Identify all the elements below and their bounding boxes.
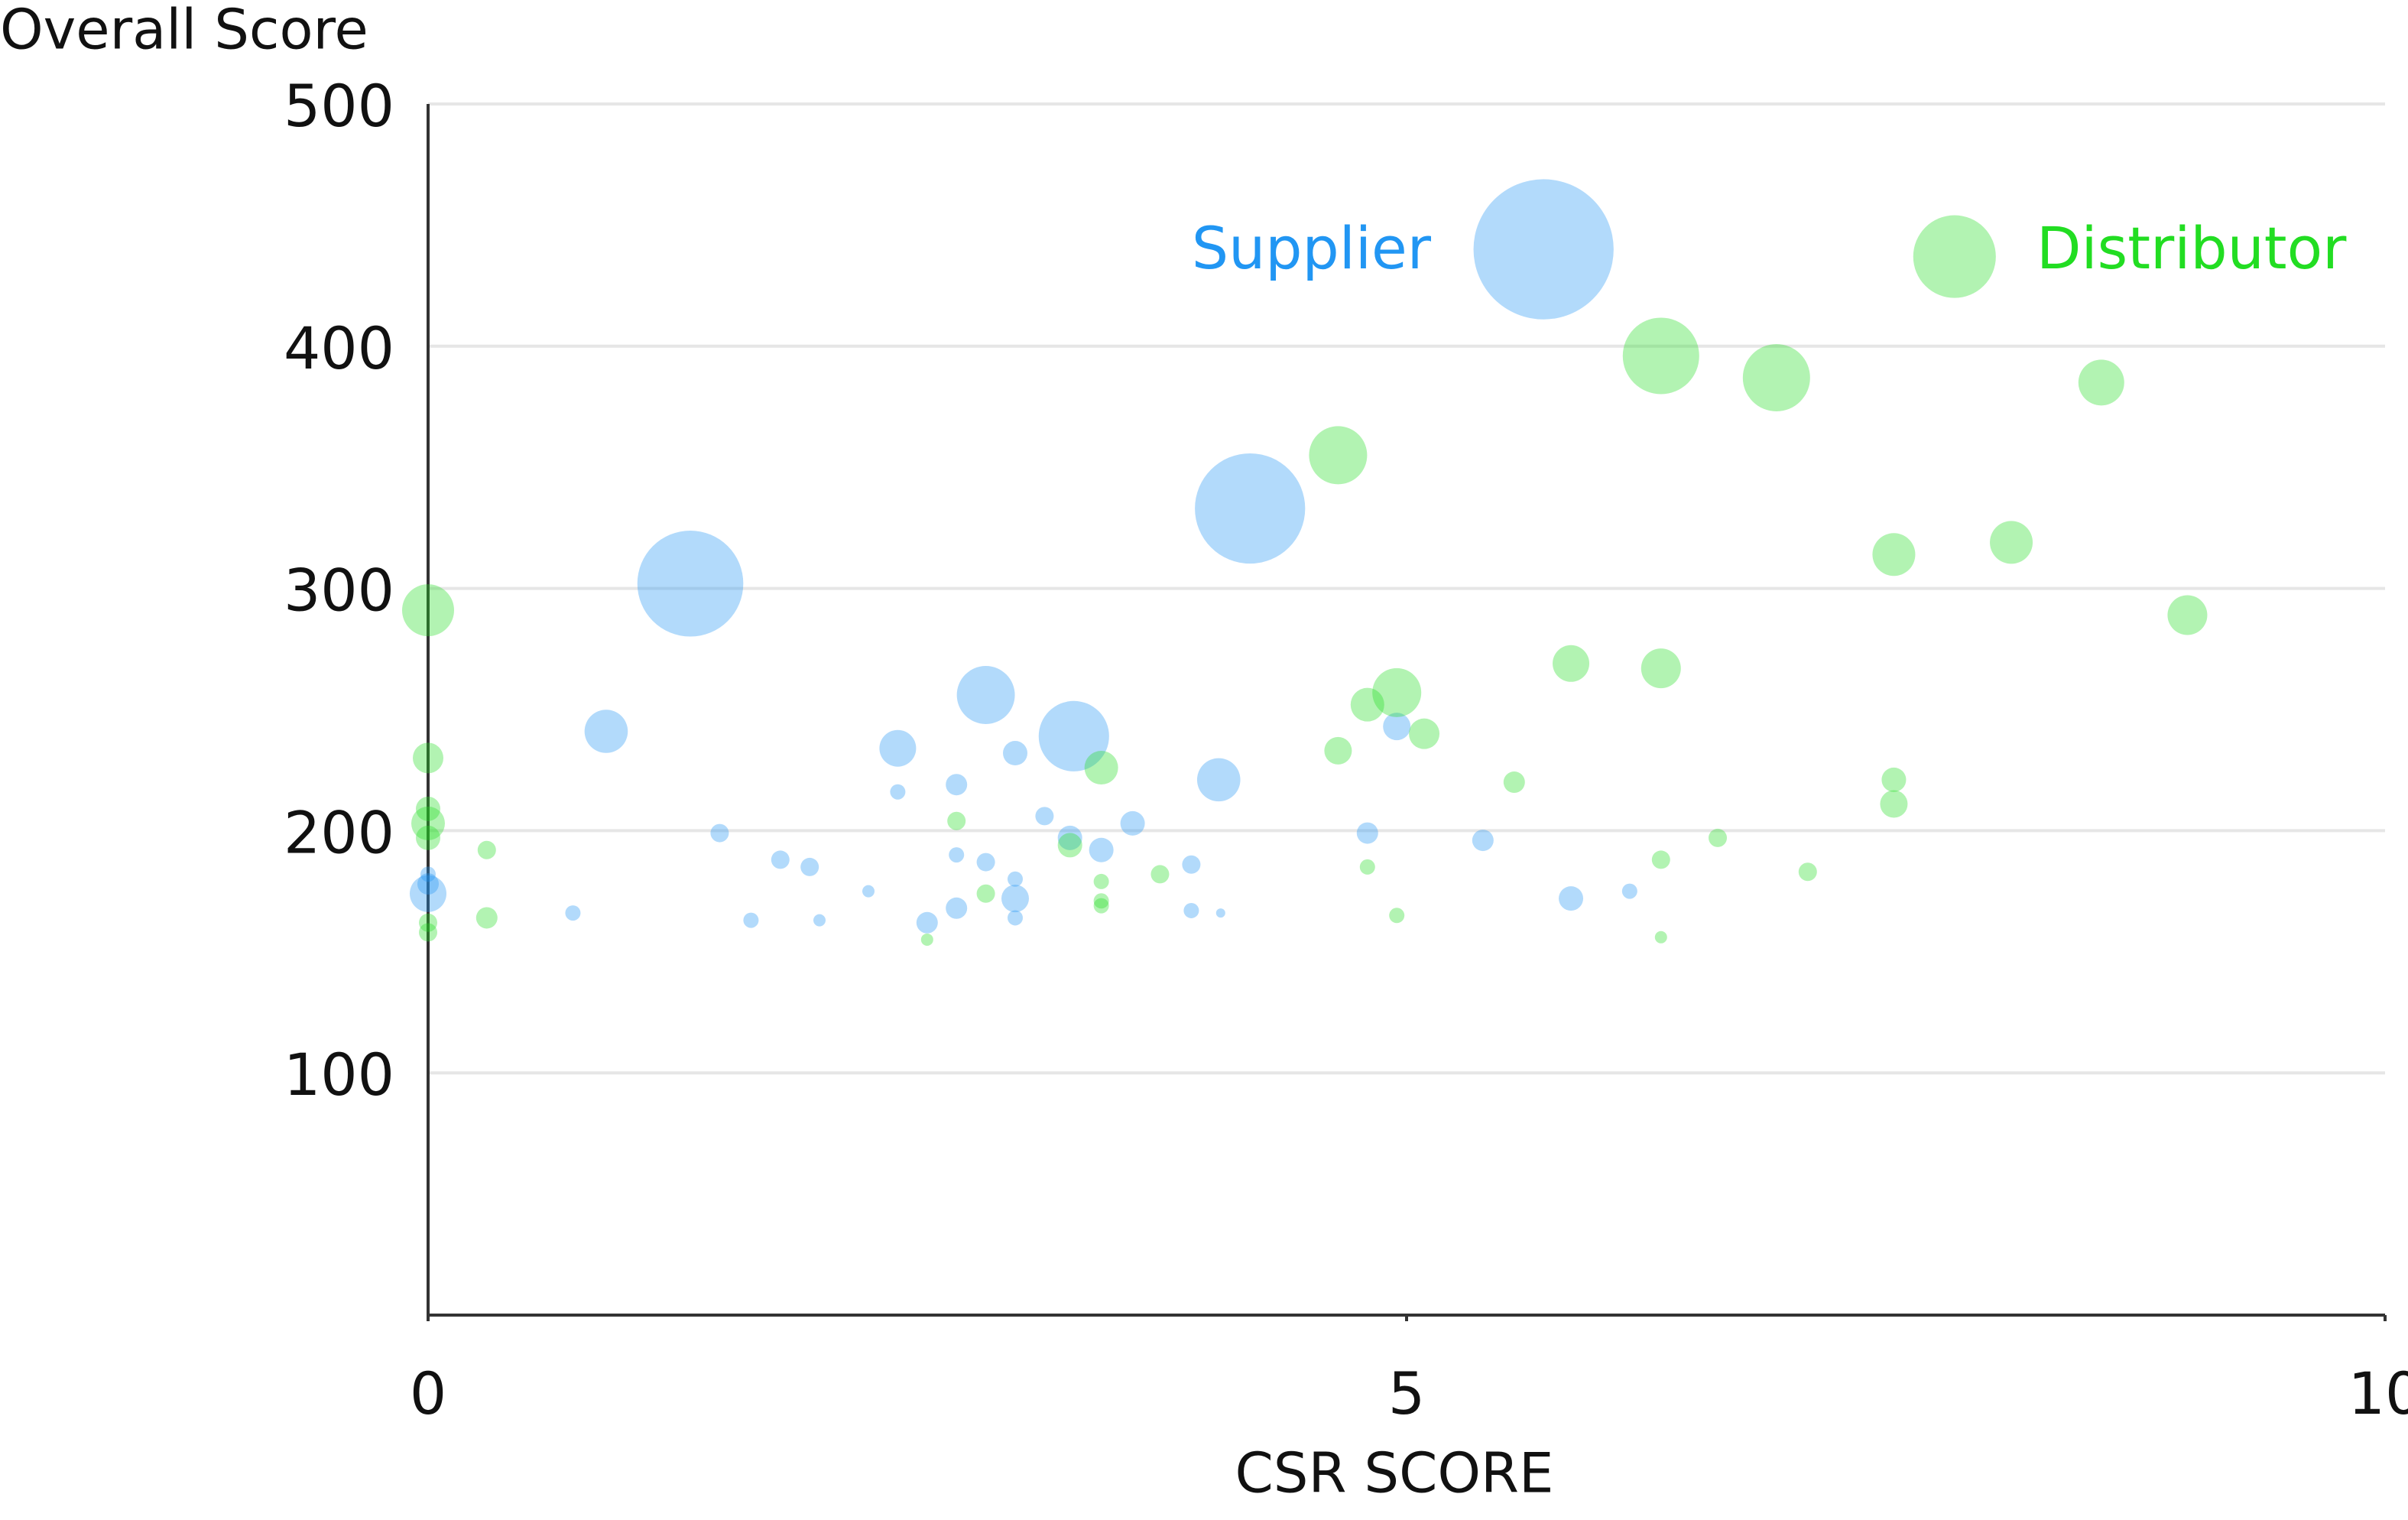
- bubble: [1372, 667, 1422, 717]
- bubble: [565, 905, 581, 921]
- bubble: [976, 853, 995, 872]
- bubble: [420, 866, 436, 882]
- x-axis-title: CSR SCORE: [1235, 1441, 1553, 1505]
- bubble: [402, 584, 454, 637]
- bubble: [1709, 828, 1728, 847]
- bubble: [956, 666, 1015, 724]
- bubble: [2167, 595, 2208, 635]
- bubble: [862, 885, 875, 898]
- bubble: [419, 913, 437, 932]
- bubble: [946, 774, 968, 796]
- bubble: [475, 907, 498, 929]
- bubble: [1008, 871, 1023, 887]
- bubble: [1003, 741, 1027, 766]
- bubble: [411, 806, 445, 840]
- bubble: [1183, 902, 1199, 918]
- bubble: [1881, 767, 1907, 792]
- bubble: [1409, 718, 1440, 749]
- bubble: [1001, 885, 1029, 913]
- y-axis-title: Overall Score: [0, 0, 368, 62]
- bubble: [976, 884, 995, 903]
- x-tick-label: 5: [1388, 1359, 1425, 1427]
- bubble: [419, 923, 437, 942]
- bubble: [743, 912, 759, 928]
- bubble: [1035, 807, 1054, 826]
- bubble: [584, 710, 628, 753]
- bubble: [1196, 758, 1241, 802]
- bubble: [1008, 910, 1023, 926]
- bubble: [947, 811, 966, 830]
- legend-label: Supplier: [1192, 214, 1432, 282]
- bubble: [1990, 521, 2033, 564]
- bubble: [1622, 317, 1699, 395]
- bubble: [1309, 426, 1368, 485]
- bubble: [1359, 859, 1375, 875]
- bubble: [1057, 833, 1082, 858]
- bubble: [1742, 343, 1810, 411]
- bubble: [1356, 822, 1378, 844]
- x-tick-label: 10: [2348, 1359, 2408, 1427]
- y-tick-label: 500: [284, 72, 394, 140]
- bubble: [1324, 736, 1352, 765]
- y-tick-label: 300: [284, 557, 394, 625]
- bubble: [1913, 215, 1996, 298]
- bubble: [1553, 645, 1590, 682]
- bubble: [1559, 886, 1584, 911]
- bubble: [1084, 751, 1118, 785]
- bubble: [1195, 453, 1306, 564]
- bubble: [416, 796, 440, 821]
- bubble: [710, 823, 729, 843]
- bubble: [637, 530, 744, 637]
- bubble: [1472, 830, 1494, 852]
- bubble: [800, 857, 819, 876]
- bubble: [1089, 837, 1114, 862]
- y-tick-label: 100: [284, 1041, 394, 1109]
- bubble: [1120, 810, 1145, 836]
- bubble: [1383, 713, 1411, 741]
- bubble: [1880, 790, 1908, 818]
- bubble: [920, 933, 933, 946]
- bubble: [1503, 771, 1525, 794]
- legend-label: Distributor: [2036, 214, 2347, 282]
- bubble: [1038, 700, 1109, 771]
- bubble: [1798, 862, 1817, 882]
- bubble: [1651, 850, 1670, 869]
- bubble: [946, 897, 968, 919]
- bubble: [916, 911, 938, 934]
- bubble: [1093, 873, 1109, 889]
- bubble: [416, 825, 440, 850]
- bubble: [879, 729, 917, 767]
- bubble: [477, 840, 496, 859]
- bubble: [1473, 179, 1614, 320]
- bubble: [413, 742, 443, 774]
- bubble: [417, 873, 439, 895]
- bubble: [1654, 931, 1667, 944]
- bubble: [813, 914, 826, 927]
- bubble: [771, 850, 790, 869]
- y-tick-label: 200: [284, 798, 394, 866]
- bubble: [1057, 825, 1082, 850]
- bubble: [949, 847, 965, 863]
- bubble: [1182, 855, 1201, 874]
- bubble: [410, 875, 446, 912]
- bubble: [1150, 865, 1170, 884]
- y-tick-label: 400: [284, 314, 394, 382]
- bubble: [1215, 908, 1225, 918]
- bubble: [1350, 687, 1384, 722]
- bubble: [1093, 898, 1109, 914]
- bubble: [1389, 908, 1405, 924]
- bubble: [1093, 893, 1109, 909]
- bubble: [1621, 883, 1637, 899]
- bubble: [890, 784, 906, 800]
- x-tick-label: 0: [410, 1359, 446, 1427]
- bubble: [1872, 533, 1916, 576]
- bubble: [1640, 648, 1681, 689]
- bubble: [2078, 359, 2124, 406]
